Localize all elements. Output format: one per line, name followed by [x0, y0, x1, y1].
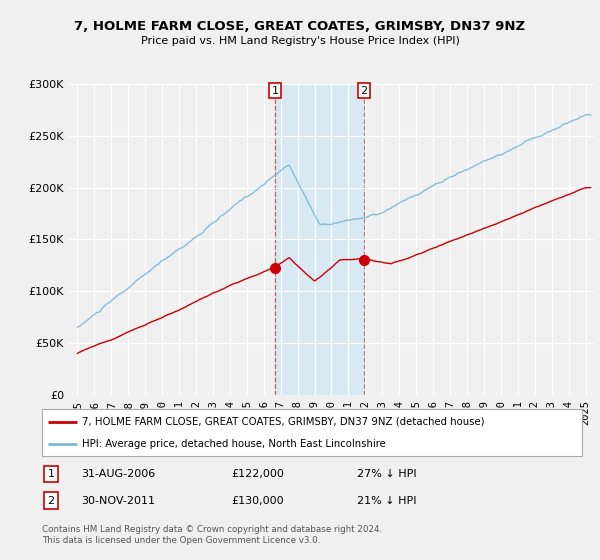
- Text: 30-NOV-2011: 30-NOV-2011: [81, 496, 155, 506]
- Text: 7, HOLME FARM CLOSE, GREAT COATES, GRIMSBY, DN37 9NZ: 7, HOLME FARM CLOSE, GREAT COATES, GRIMS…: [74, 20, 526, 32]
- Text: 7, HOLME FARM CLOSE, GREAT COATES, GRIMSBY, DN37 9NZ (detached house): 7, HOLME FARM CLOSE, GREAT COATES, GRIMS…: [83, 417, 485, 427]
- Text: 31-AUG-2006: 31-AUG-2006: [81, 469, 155, 479]
- Text: 1: 1: [272, 86, 278, 96]
- Text: 2: 2: [361, 86, 368, 96]
- Bar: [275, 84, 364, 395]
- Text: 2: 2: [47, 496, 55, 506]
- Text: 1: 1: [47, 469, 55, 479]
- Text: Contains HM Land Registry data © Crown copyright and database right 2024.
This d: Contains HM Land Registry data © Crown c…: [42, 525, 382, 545]
- Text: 21% ↓ HPI: 21% ↓ HPI: [357, 496, 416, 506]
- Text: 27% ↓ HPI: 27% ↓ HPI: [357, 469, 416, 479]
- Text: £130,000: £130,000: [231, 496, 284, 506]
- Text: £122,000: £122,000: [231, 469, 284, 479]
- Text: Price paid vs. HM Land Registry's House Price Index (HPI): Price paid vs. HM Land Registry's House …: [140, 36, 460, 46]
- Text: HPI: Average price, detached house, North East Lincolnshire: HPI: Average price, detached house, Nort…: [83, 438, 386, 449]
